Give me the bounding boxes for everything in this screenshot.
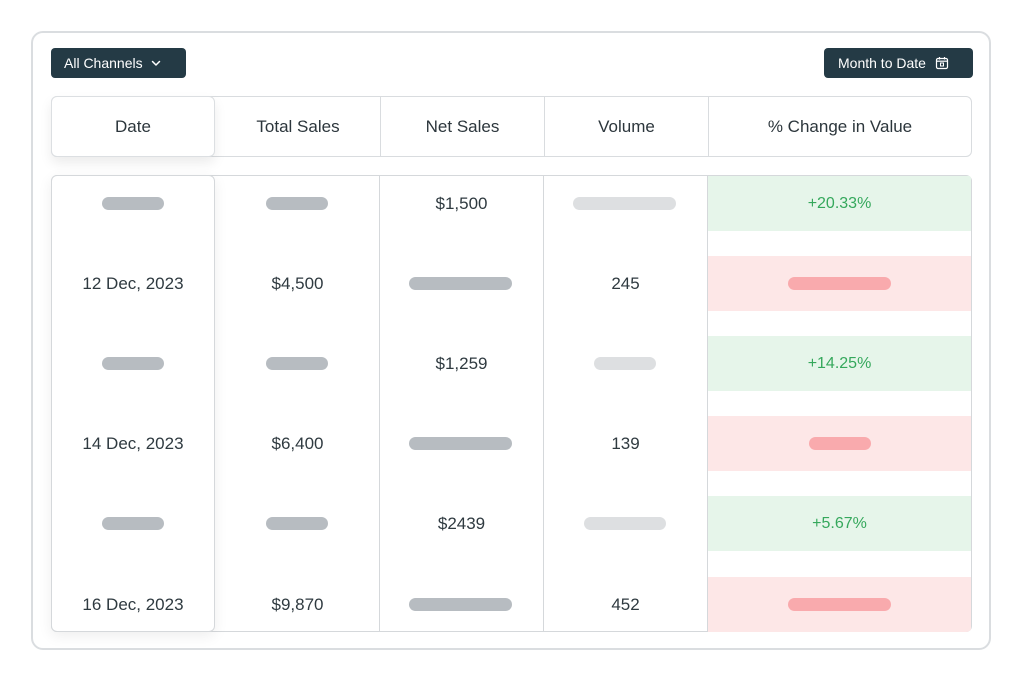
net-sales-skeleton [409, 437, 512, 450]
percent-change-skeleton [788, 598, 891, 611]
percent-change-skeleton [809, 437, 871, 450]
net-sales-cell: $2439 [437, 514, 486, 533]
date-cell: 14 Dec, 2023 [82, 434, 184, 453]
all-channels-dropdown[interactable]: All Channels [51, 48, 186, 78]
total-sales-cell: $4,500 [271, 274, 324, 293]
header-date[interactable]: Date [51, 96, 215, 157]
percent-change-cell: +14.25% [807, 355, 872, 372]
percent-change-column [707, 175, 972, 632]
volume-cell: 245 [611, 274, 640, 293]
net-sales-skeleton [409, 277, 512, 290]
total-sales-cell: $6,400 [271, 434, 324, 453]
calendar-icon [935, 56, 949, 70]
volume-skeleton [584, 517, 666, 530]
volume-skeleton [573, 197, 676, 210]
percent-change-skeleton [788, 277, 891, 290]
net-sales-cell: $1,259 [435, 354, 488, 373]
date-skeleton [102, 197, 164, 210]
percent-change-cell: +5.67% [812, 515, 867, 532]
header-total-sales[interactable]: Total Sales [256, 116, 340, 136]
net-sales-cell: $1,500 [435, 194, 488, 213]
percent-change-cell: +20.33% [807, 195, 872, 212]
volume-skeleton [594, 357, 656, 370]
total-sales-cell: $9,870 [271, 595, 324, 614]
date-skeleton [102, 357, 164, 370]
total-sales-skeleton [266, 517, 328, 530]
date-skeleton [102, 517, 164, 530]
date-cell: 16 Dec, 2023 [82, 595, 184, 614]
header-percent-change[interactable]: % Change in Value [767, 116, 913, 136]
total-sales-skeleton [266, 357, 328, 370]
header-volume[interactable]: Volume [598, 116, 655, 136]
chevron-down-icon [150, 57, 162, 69]
date-cell: 12 Dec, 2023 [82, 274, 184, 293]
date-column [51, 175, 215, 632]
net-sales-skeleton [409, 598, 512, 611]
channels-label: All Channels [64, 55, 143, 71]
header-net-sales[interactable]: Net Sales [425, 116, 500, 136]
total-sales-skeleton [266, 197, 328, 210]
volume-cell: 139 [611, 434, 640, 453]
period-label: Month to Date [838, 55, 926, 71]
volume-cell: 452 [611, 595, 640, 614]
month-to-date-button[interactable]: Month to Date [824, 48, 973, 78]
